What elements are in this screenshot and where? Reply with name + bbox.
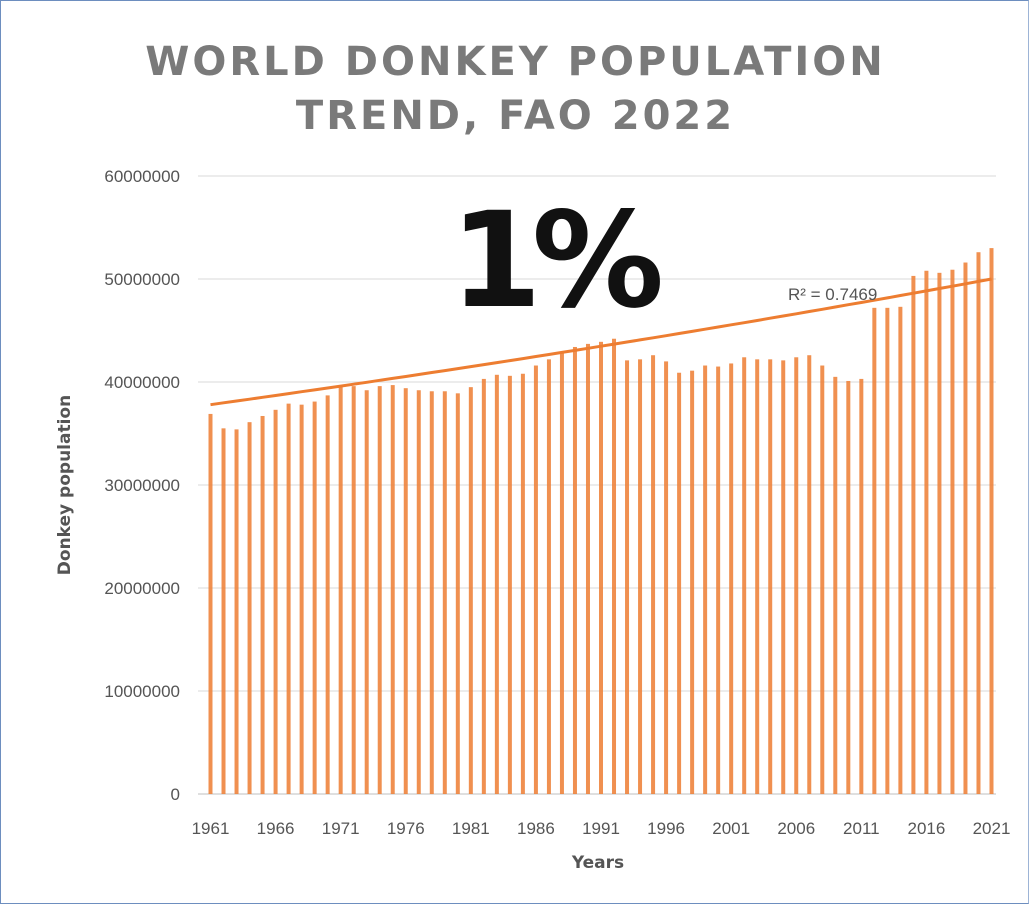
y-tick-label: 10000000: [104, 682, 180, 701]
bar-1989: [572, 346, 577, 794]
bar-1984: [507, 375, 512, 794]
bar-2019: [963, 262, 968, 794]
chart-title-line-2: TREND, FAO 2022: [295, 93, 736, 139]
trend-line: [210, 277, 992, 407]
y-tick-label: 30000000: [104, 476, 180, 495]
bar-1986: [533, 365, 538, 794]
bar-1979: [442, 391, 447, 794]
bar-2004: [768, 359, 773, 794]
bar-2008: [820, 365, 825, 794]
bar-2005: [781, 360, 786, 794]
trendline-r-squared-label: R² = 0.7469: [788, 285, 877, 304]
y-tick-labels: 0 10000000 20000000 30000000 40000000 5000000…: [104, 167, 180, 804]
bar-1968: [299, 404, 304, 794]
x-tick-label: 1986: [517, 819, 555, 838]
bar-2001: [729, 363, 734, 794]
bar-1967: [286, 403, 291, 794]
bar-2003: [755, 359, 760, 794]
bar-2021: [989, 248, 994, 795]
bars: [208, 248, 994, 795]
x-tick-label: 2011: [843, 819, 880, 838]
bar-2011: [859, 378, 864, 794]
bar-1996: [664, 361, 669, 794]
bar-2006: [794, 357, 799, 794]
bar-2017: [937, 272, 942, 794]
chart-title-line-1: WORLD DONKEY POPULATION: [145, 39, 886, 85]
x-tick-label: 2006: [777, 819, 815, 838]
bar-1962: [221, 428, 226, 794]
x-tick-label: 1966: [257, 819, 295, 838]
bar-1964: [247, 422, 252, 794]
bar-1983: [494, 374, 499, 794]
y-axis-title: Donkey population: [55, 395, 75, 575]
bar-1997: [677, 372, 682, 794]
bar-2009: [833, 376, 838, 794]
bar-1961: [208, 413, 213, 794]
bar-2007: [807, 355, 812, 794]
bar-2018: [950, 269, 955, 795]
bar-2016: [924, 270, 929, 794]
bar-1981: [468, 387, 473, 794]
bar-1970: [325, 395, 330, 794]
bar-2014: [898, 306, 903, 794]
bar-1999: [703, 365, 708, 794]
bar-1985: [520, 373, 525, 794]
x-tick-label: 1981: [452, 819, 490, 838]
bar-1966: [273, 409, 278, 794]
x-tick-label: 1991: [582, 819, 620, 838]
y-tick-label: 40000000: [104, 373, 180, 392]
bar-1973: [364, 390, 369, 794]
bar-1974: [377, 386, 382, 794]
bar-2010: [846, 380, 851, 794]
bar-1995: [651, 355, 656, 794]
bar-1963: [234, 429, 239, 794]
bar-1977: [416, 390, 421, 794]
bar-1991: [599, 341, 603, 794]
bar-1998: [690, 370, 695, 794]
x-tick-label: 2001: [712, 819, 750, 838]
x-tick-label: 2021: [973, 819, 1011, 838]
y-tick-label: 20000000: [104, 579, 180, 598]
bar-2002: [742, 357, 747, 794]
bar-2000: [716, 366, 721, 794]
x-tick-label: 1971: [322, 819, 360, 838]
bar-1969: [312, 401, 317, 794]
bar-1990: [585, 343, 590, 794]
y-tick-label: 0: [171, 785, 180, 804]
x-tick-labels: 1961 1966 1971 1976 1981 1986 1991 1996 2001 2006…: [192, 819, 1011, 838]
bar-1982: [481, 378, 486, 794]
bar-2012: [872, 307, 877, 794]
bar-1987: [546, 359, 551, 794]
y-tick-label: 50000000: [104, 270, 180, 289]
growth-percent-annotation: 1%: [450, 184, 664, 338]
bar-1975: [390, 385, 395, 794]
x-tick-label: 2016: [908, 819, 946, 838]
bar-1994: [638, 359, 643, 794]
bar-1978: [429, 391, 434, 794]
bar-1988: [559, 353, 564, 794]
bar-1965: [260, 415, 265, 794]
x-tick-label: 1996: [647, 819, 685, 838]
bar-1972: [351, 386, 356, 794]
bar-1992: [612, 338, 617, 794]
bar-2015: [911, 275, 916, 794]
bar-1980: [455, 393, 460, 794]
bar-1993: [625, 360, 630, 794]
x-axis-title: Years: [571, 853, 624, 873]
bar-1976: [403, 388, 408, 794]
x-tick-label: 1961: [192, 819, 230, 838]
bar-1971: [338, 386, 343, 794]
y-tick-label: 60000000: [104, 167, 180, 186]
bar-2020: [976, 252, 981, 795]
x-tick-label: 1976: [387, 819, 425, 838]
bar-2013: [885, 307, 890, 794]
